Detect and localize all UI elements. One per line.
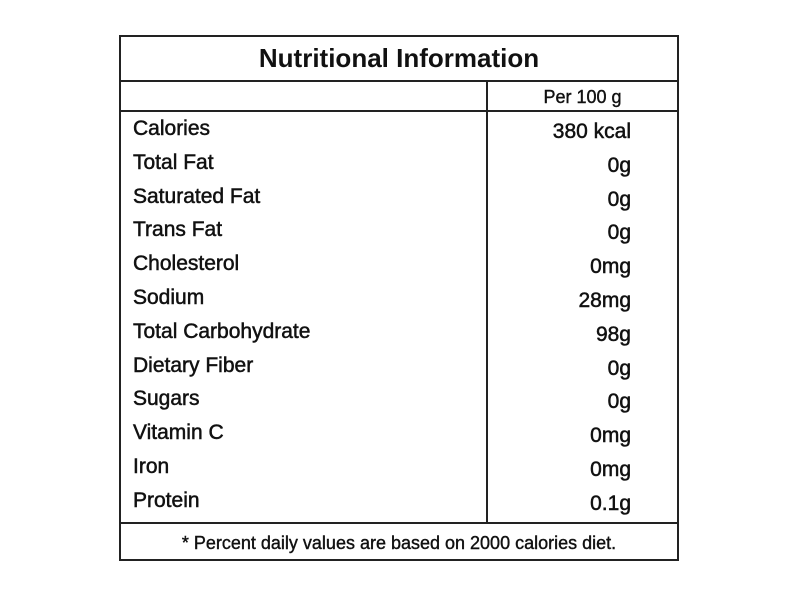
row-value: 0mg: [590, 458, 631, 482]
row-value: 28mg: [578, 289, 631, 313]
table-title: Nutritional Information: [258, 43, 540, 73]
divider: [121, 80, 677, 82]
row-label: Dietary Fiber: [133, 353, 254, 377]
row-label: Total Fat: [133, 150, 214, 175]
row-value: 0g: [607, 390, 631, 414]
row-value: 0mg: [590, 255, 631, 279]
row-label: Vitamin C: [133, 421, 224, 445]
row-label: Total Carbohydrate: [133, 319, 311, 344]
row-label: Iron: [133, 455, 170, 479]
row-label: Calories: [133, 117, 211, 141]
row-value: 0g: [607, 153, 631, 178]
row-value: 98g: [595, 322, 632, 347]
row-label: Saturated Fat: [133, 184, 261, 208]
row-label: Cholesterol: [133, 252, 240, 276]
divider: [121, 110, 677, 112]
footnote: * Percent daily values are based on 2000…: [181, 533, 617, 553]
row-value: 0.1g: [590, 491, 631, 516]
column-divider: [486, 81, 488, 524]
row-label: Trans Fat: [133, 218, 223, 242]
row-value: 0mg: [590, 424, 631, 448]
row-value: 0g: [607, 187, 631, 211]
nutrition-table: Nutritional Information Per 100 g * Perc…: [119, 35, 679, 561]
column-header: Per 100 g: [543, 87, 622, 107]
row-value: 0g: [607, 221, 631, 245]
row-value: 380 kcal: [552, 120, 632, 144]
row-label: Sodium: [133, 286, 205, 310]
row-value: 0g: [607, 356, 631, 380]
row-label: Protein: [133, 488, 200, 513]
row-label: Sugars: [133, 387, 200, 411]
divider: [121, 522, 677, 524]
